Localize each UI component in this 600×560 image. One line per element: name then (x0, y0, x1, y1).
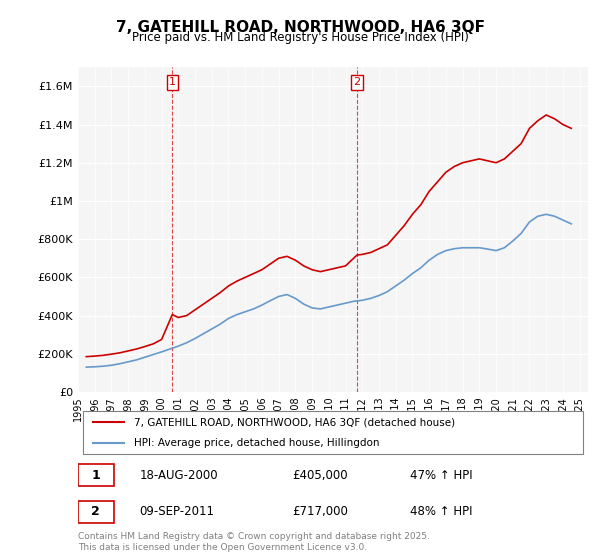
Text: 2: 2 (91, 506, 100, 519)
Text: Contains HM Land Registry data © Crown copyright and database right 2025.
This d: Contains HM Land Registry data © Crown c… (78, 532, 430, 552)
FancyBboxPatch shape (83, 411, 583, 454)
Text: Price paid vs. HM Land Registry's House Price Index (HPI): Price paid vs. HM Land Registry's House … (131, 31, 469, 44)
Text: 7, GATEHILL ROAD, NORTHWOOD, HA6 3QF: 7, GATEHILL ROAD, NORTHWOOD, HA6 3QF (115, 20, 485, 35)
Text: 7, GATEHILL ROAD, NORTHWOOD, HA6 3QF (detached house): 7, GATEHILL ROAD, NORTHWOOD, HA6 3QF (de… (134, 417, 455, 427)
Text: HPI: Average price, detached house, Hillingdon: HPI: Average price, detached house, Hill… (134, 438, 380, 448)
Text: £405,000: £405,000 (292, 469, 348, 482)
Text: 1: 1 (91, 469, 100, 482)
Text: 48% ↑ HPI: 48% ↑ HPI (409, 506, 472, 519)
Text: 09-SEP-2011: 09-SEP-2011 (139, 506, 214, 519)
Text: 47% ↑ HPI: 47% ↑ HPI (409, 469, 472, 482)
Text: 1: 1 (169, 77, 176, 87)
Text: 2: 2 (353, 77, 361, 87)
FancyBboxPatch shape (78, 501, 114, 523)
Text: £717,000: £717,000 (292, 506, 348, 519)
FancyBboxPatch shape (78, 464, 114, 487)
Text: 18-AUG-2000: 18-AUG-2000 (139, 469, 218, 482)
